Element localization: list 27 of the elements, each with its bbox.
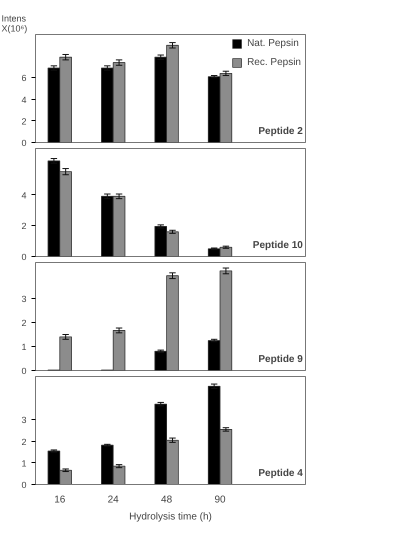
y-tick-label: 0 xyxy=(21,366,27,376)
y-tick-label: 2 xyxy=(21,221,27,232)
y-tick-label: 0 xyxy=(21,480,27,490)
text: Peptide 2 xyxy=(258,126,304,138)
y-tick-label: 4 xyxy=(21,190,27,200)
y-tick-label: 1 xyxy=(21,458,27,468)
y-tick-label: 2 xyxy=(21,116,27,126)
y-tick-label: 1 xyxy=(21,342,27,352)
y-tick-label: 3 xyxy=(21,294,27,304)
text: Peptide 10 xyxy=(252,240,304,252)
x-tick-label: 24 xyxy=(108,494,120,506)
y-tick-label: 2 xyxy=(21,318,27,328)
y-tick-label: 3 xyxy=(21,415,27,426)
y-axis-title: Intens X(10⁶) xyxy=(2,14,28,34)
y-tick-label: 0 xyxy=(21,252,27,262)
y-tick-label: 6 xyxy=(21,73,27,84)
y-tick-label: 0 xyxy=(21,138,27,148)
x-axis-title: Hydrolysis time (h) xyxy=(129,512,212,522)
x-tick-label: 90 xyxy=(214,494,226,506)
text: Peptide 4 xyxy=(258,468,304,480)
x-tick-label: 48 xyxy=(161,494,173,506)
y-tick-label: 2 xyxy=(21,436,27,447)
y-tick-label: 4 xyxy=(21,94,27,105)
legend-label: Nat. Pepsin xyxy=(247,38,299,49)
x-tick-label: 16 xyxy=(54,494,66,506)
legend-label: Rec. Pepsin xyxy=(247,57,301,68)
text: Peptide 9 xyxy=(258,354,304,366)
